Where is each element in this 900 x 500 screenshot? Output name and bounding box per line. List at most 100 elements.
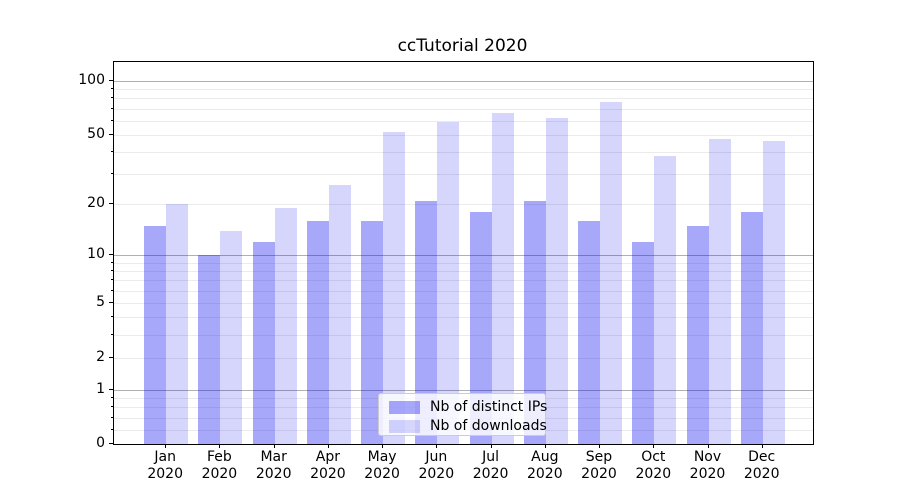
gridline-minor-80 <box>114 98 813 100</box>
x-tick-mar <box>273 444 275 448</box>
y-minortick-2 <box>111 356 113 358</box>
bar-downloads-apr <box>328 184 351 444</box>
bar-distinct-ips-mar <box>252 242 275 444</box>
x-tick-year: 2020 <box>635 466 672 482</box>
gridline-minor-20 <box>114 204 813 206</box>
x-tick-month: Aug <box>531 449 559 465</box>
gridline-minor-4 <box>114 317 813 319</box>
x-tick-year: 2020 <box>743 466 780 482</box>
gridline-minor-3 <box>114 334 813 336</box>
y-minortick-0.8 <box>111 396 113 398</box>
x-tick-label-oct: Oct 2020 <box>623 449 683 483</box>
bar-downloads-oct <box>654 155 677 444</box>
x-tick-month: Nov <box>693 449 722 465</box>
legend-swatch-downloads <box>389 419 420 433</box>
bar-distinct-ips-jan <box>144 225 167 444</box>
x-tick-month: Jun <box>425 449 448 465</box>
x-tick-month: Feb <box>206 449 232 465</box>
x-tick-label-jun: Jun 2020 <box>406 449 466 483</box>
bar-downloads-jan <box>166 204 189 444</box>
x-tick-sep <box>599 444 600 448</box>
gridline-major-100 <box>114 80 813 82</box>
legend-swatch-distinct-ips <box>389 400 420 414</box>
x-tick-label-dec: Dec 2020 <box>732 449 792 483</box>
bar-distinct-ips-jul <box>469 212 492 444</box>
y-minortick-40 <box>111 150 113 152</box>
y-tick-label-20: 20 <box>87 195 105 212</box>
x-tick-label-nov: Nov 2020 <box>678 449 738 483</box>
bar-downloads-dec <box>762 141 785 444</box>
y-minortick-0.6 <box>111 406 113 407</box>
bar-distinct-ips-dec <box>740 212 763 444</box>
y-minortick-60 <box>111 119 113 121</box>
x-tick-year: 2020 <box>147 466 183 482</box>
x-tick-label-aug: Aug 2020 <box>515 449 575 483</box>
x-tick-jun <box>436 444 438 448</box>
y-minortick-3 <box>111 333 113 335</box>
y-tick-0 <box>109 443 113 444</box>
y-tick-label-2: 2 <box>96 348 105 365</box>
y-minortick-20 <box>111 203 113 205</box>
gridline-minor-8 <box>114 271 813 273</box>
x-tick-may <box>382 444 384 448</box>
y-tick-label-5: 5 <box>96 294 105 310</box>
x-tick-year: 2020 <box>255 466 292 482</box>
y-tick-label-50: 50 <box>87 125 105 142</box>
gridline-major-10 <box>114 255 813 257</box>
y-minortick-8 <box>111 270 113 272</box>
x-tick-year: 2020 <box>364 466 400 482</box>
chart-title: ccTutorial 2020 <box>397 36 528 56</box>
y-minortick-9 <box>111 261 113 263</box>
y-minortick-6 <box>111 289 113 291</box>
bar-distinct-ips-may <box>361 221 384 444</box>
y-minortick-0.2 <box>111 428 113 430</box>
bar-downloads-jul <box>491 113 514 444</box>
x-tick-month: Oct <box>641 449 666 465</box>
gridline-minor-2 <box>114 357 813 359</box>
gridline-major-1 <box>114 389 813 391</box>
bar-distinct-ips-aug <box>523 200 546 444</box>
gridline-minor-70 <box>114 108 813 110</box>
y-minortick-5 <box>111 302 113 303</box>
x-tick-jan <box>165 444 167 448</box>
x-tick-aug <box>544 444 546 448</box>
bar-downloads-sep <box>600 102 622 444</box>
x-tick-month: Mar <box>260 449 287 465</box>
x-tick-label-sep: Sep 2020 <box>569 449 629 483</box>
x-tick-month: Sep <box>585 449 613 465</box>
y-minortick-90 <box>111 88 113 89</box>
x-tick-feb <box>219 444 221 448</box>
x-tick-month: Apr <box>315 449 340 465</box>
x-tick-label-apr: Apr 2020 <box>298 449 358 483</box>
bar-distinct-ips-feb <box>198 255 221 444</box>
bar-distinct-ips-nov <box>686 225 709 444</box>
bar-downloads-feb <box>220 230 243 444</box>
bar-distinct-ips-oct <box>632 242 655 444</box>
x-tick-dec <box>761 444 763 448</box>
x-tick-oct <box>653 444 655 448</box>
bar-downloads-nov <box>708 139 731 444</box>
x-tick-apr <box>327 444 329 448</box>
x-tick-label-feb: Feb 2020 <box>189 449 249 483</box>
gridline-minor-6 <box>114 290 813 292</box>
bar-distinct-ips-apr <box>306 221 329 444</box>
gridline-minor-9 <box>114 262 813 264</box>
y-minortick-70 <box>111 107 113 109</box>
bar-distinct-ips-jun <box>415 200 438 444</box>
y-minortick-30 <box>111 172 113 174</box>
y-tick-label-0: 0 <box>96 435 105 451</box>
x-tick-month: Jul <box>482 449 500 465</box>
x-tick-year: 2020 <box>418 466 455 482</box>
x-tick-year: 2020 <box>526 466 563 482</box>
bar-downloads-jun <box>437 121 460 444</box>
x-tick-label-jan: Jan 2020 <box>135 449 195 483</box>
y-minortick-4 <box>111 316 113 318</box>
x-tick-label-may: May 2020 <box>352 449 412 483</box>
bar-downloads-aug <box>545 118 568 444</box>
plot-area: Nb of distinct IPs Nb of downloads <box>113 61 814 445</box>
gridline-minor-30 <box>114 173 813 175</box>
x-tick-year: 2020 <box>581 466 617 482</box>
bar-downloads-mar <box>274 208 297 444</box>
legend-label-distinct-ips: Nb of distinct IPs <box>430 399 548 415</box>
